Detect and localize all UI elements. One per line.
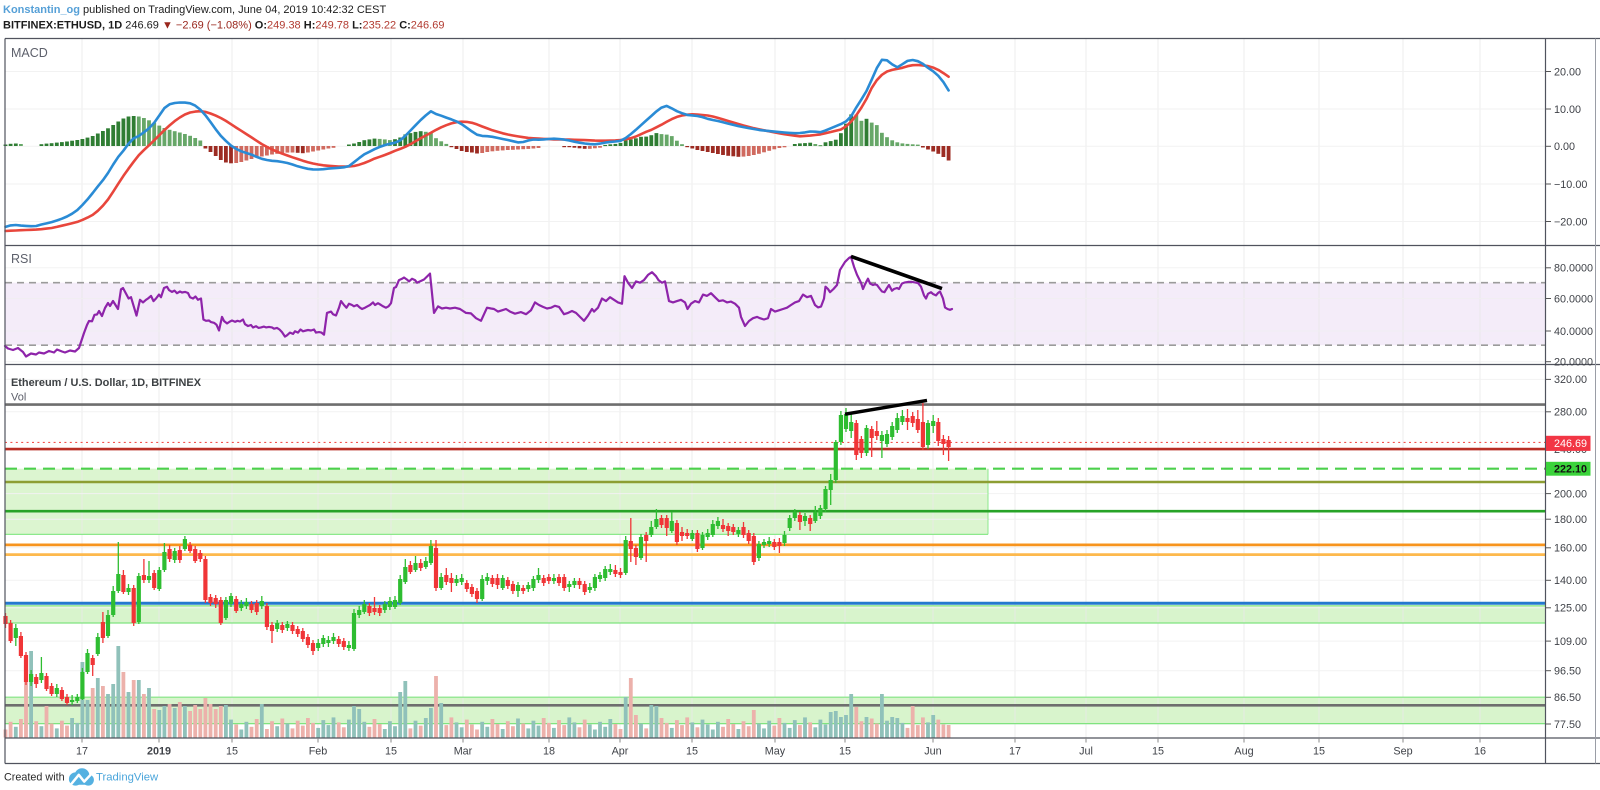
- svg-text:86.50: 86.50: [1554, 692, 1581, 704]
- svg-text:17: 17: [1009, 746, 1021, 758]
- svg-text:Aug: Aug: [1234, 746, 1253, 758]
- svg-text:Jun: Jun: [924, 746, 941, 758]
- svg-text:60.0000: 60.0000: [1554, 293, 1593, 305]
- svg-text:246.69: 246.69: [1554, 438, 1587, 450]
- svg-text:280.00: 280.00: [1554, 407, 1587, 419]
- svg-text:−10.00: −10.00: [1554, 179, 1587, 191]
- svg-text:15: 15: [686, 746, 698, 758]
- svg-text:222.10: 222.10: [1554, 464, 1587, 476]
- svg-text:BITFINEX:ETHUSD, 1D 246.69 ▼: BITFINEX:ETHUSD, 1D 246.69 ▼ −2.69 (−1.0…: [3, 20, 444, 32]
- svg-text:96.50: 96.50: [1554, 666, 1581, 678]
- svg-text:20.00: 20.00: [1554, 66, 1581, 78]
- svg-text:18: 18: [543, 746, 555, 758]
- svg-text:200.00: 200.00: [1554, 488, 1587, 500]
- svg-text:Apr: Apr: [612, 746, 629, 758]
- svg-text:80.0000: 80.0000: [1554, 263, 1593, 275]
- svg-text:15: 15: [1313, 746, 1325, 758]
- svg-text:77.50: 77.50: [1554, 719, 1581, 731]
- svg-text:Ethereum / U.S. Dollar, 1D, BI: Ethereum / U.S. Dollar, 1D, BITFINEX: [11, 377, 201, 389]
- svg-text:Konstantin_og published on Tra: Konstantin_og published on TradingView.c…: [3, 4, 386, 16]
- svg-text:RSI: RSI: [11, 252, 32, 266]
- svg-text:20.0000: 20.0000: [1554, 357, 1593, 369]
- svg-text:140.00: 140.00: [1554, 575, 1587, 587]
- svg-text:Created with: Created with: [4, 772, 65, 784]
- svg-text:TradingView: TradingView: [96, 772, 159, 784]
- svg-text:MACD: MACD: [11, 46, 48, 60]
- svg-text:−20.00: −20.00: [1554, 216, 1587, 228]
- svg-text:15: 15: [839, 746, 851, 758]
- svg-text:15: 15: [1152, 746, 1164, 758]
- svg-text:125.00: 125.00: [1554, 603, 1587, 615]
- svg-text:320.00: 320.00: [1554, 374, 1587, 386]
- svg-text:2019: 2019: [147, 746, 171, 758]
- svg-text:15: 15: [226, 746, 238, 758]
- svg-text:Feb: Feb: [309, 746, 328, 758]
- svg-text:180.00: 180.00: [1554, 514, 1587, 526]
- svg-text:109.00: 109.00: [1554, 636, 1587, 648]
- svg-text:Mar: Mar: [454, 746, 473, 758]
- svg-text:17: 17: [76, 746, 88, 758]
- svg-text:15: 15: [385, 746, 397, 758]
- svg-text:Jul: Jul: [1079, 746, 1093, 758]
- svg-text:May: May: [765, 746, 786, 758]
- svg-text:160.00: 160.00: [1554, 543, 1587, 555]
- svg-text:0.00: 0.00: [1554, 141, 1575, 153]
- svg-text:10.00: 10.00: [1554, 104, 1581, 116]
- svg-text:16: 16: [1474, 746, 1486, 758]
- svg-text:Vol: Vol: [11, 392, 26, 404]
- svg-text:40.0000: 40.0000: [1554, 326, 1593, 338]
- svg-text:Sep: Sep: [1393, 746, 1412, 758]
